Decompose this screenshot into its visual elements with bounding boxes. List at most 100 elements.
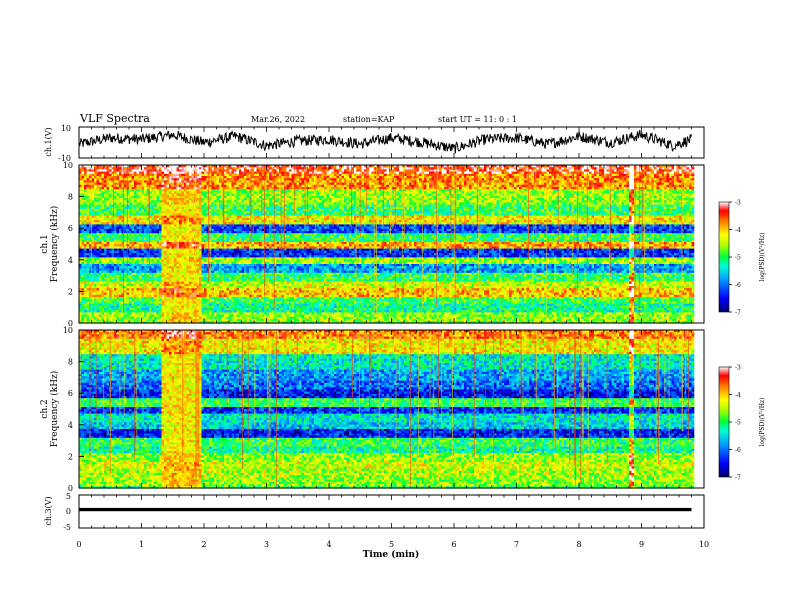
spectrogram-cell xyxy=(529,196,532,199)
spectrogram-cell xyxy=(144,178,147,181)
spectrogram-cell xyxy=(449,176,452,179)
spectrogram-cell xyxy=(657,172,660,175)
spectrogram-cell xyxy=(589,174,592,177)
spectrogram-cell xyxy=(157,194,160,197)
spectrogram-cell xyxy=(597,183,600,186)
spectrogram-cell xyxy=(87,180,90,183)
spectrogram-cell xyxy=(692,198,695,201)
spectrogram-cell xyxy=(134,198,137,201)
spectrogram-cell xyxy=(339,176,342,179)
spectrogram-cell xyxy=(289,194,292,197)
spectrogram-cell xyxy=(202,194,205,197)
spectrogram-cell xyxy=(584,169,587,172)
spectrogram-cell xyxy=(692,172,695,175)
spectrogram-cell xyxy=(432,194,435,197)
spectrogram-cell xyxy=(254,183,257,186)
spectrogram-cell xyxy=(627,174,630,177)
spectrogram-cell xyxy=(397,191,400,194)
spectrogram-cell xyxy=(482,180,485,183)
spectrogram-cell xyxy=(449,172,452,175)
spectrogram-cell xyxy=(172,187,175,190)
spectrogram-cell xyxy=(192,189,195,192)
spectrogram-cell xyxy=(182,183,185,186)
spectrogram-cell xyxy=(499,183,502,186)
spectrogram-cell xyxy=(479,172,482,175)
spectrogram-cell xyxy=(604,174,607,177)
spectrogram-cell xyxy=(419,180,422,183)
spectrogram-cell xyxy=(567,185,570,188)
spectrogram-cell xyxy=(629,167,632,170)
spectrogram-cell xyxy=(134,167,137,170)
spectrogram-cell xyxy=(634,189,637,192)
spectrogram-cell xyxy=(299,196,302,199)
spectrogram-cell xyxy=(419,176,422,179)
spectrogram-cell xyxy=(287,183,290,186)
spectrogram-cell xyxy=(489,189,492,192)
spectrogram-cell xyxy=(292,189,295,192)
spectrogram-cell xyxy=(137,194,140,197)
spectrogram-cell xyxy=(552,172,555,175)
spectrogram-cell xyxy=(604,187,607,190)
spectrogram-cell xyxy=(352,169,355,172)
spectrogram-cell xyxy=(109,176,112,179)
spectrogram-cell xyxy=(152,194,155,197)
spectrogram-cell xyxy=(289,196,292,199)
spectrogram-cell xyxy=(582,198,585,201)
spectrogram-cell xyxy=(107,189,110,192)
spectrogram-cell xyxy=(499,196,502,199)
spectrogram-cell xyxy=(319,191,322,194)
spectrogram-cell xyxy=(357,174,360,177)
spectrogram-cell xyxy=(312,174,315,177)
spectrogram-cell xyxy=(307,187,310,190)
spectrogram-cell xyxy=(129,178,132,181)
spectrogram-cell xyxy=(619,185,622,188)
spectrogram-cell xyxy=(634,174,637,177)
spectrogram-cell xyxy=(129,176,132,179)
spectrogram-cell xyxy=(239,174,242,177)
spectrogram-cell xyxy=(229,189,232,192)
spectrogram-cell xyxy=(647,185,650,188)
spectrogram-cell xyxy=(442,185,445,188)
spectrogram-cell xyxy=(339,178,342,181)
spectrogram-cell xyxy=(117,167,120,170)
spectrogram-cell xyxy=(554,176,557,179)
spectrogram-cell xyxy=(602,174,605,177)
spectrogram-cell xyxy=(139,183,142,186)
spectrogram-cell xyxy=(324,185,327,188)
spectrogram-cell xyxy=(187,172,190,175)
spectrogram-cell xyxy=(299,167,302,170)
spectrogram-cell xyxy=(414,198,417,201)
spectrogram-cell xyxy=(589,198,592,201)
spectrogram-cell xyxy=(227,180,230,183)
spectrogram-cell xyxy=(309,172,312,175)
spectrogram-cell xyxy=(634,191,637,194)
spectrogram-cell xyxy=(612,169,615,172)
spectrogram-cell xyxy=(172,185,175,188)
spectrogram-cell xyxy=(289,185,292,188)
spectrogram-cell xyxy=(134,185,137,188)
spectrogram-cell xyxy=(442,187,445,190)
spectrogram-cell xyxy=(192,191,195,194)
spectrogram-cell xyxy=(542,198,545,201)
spectrogram-cell xyxy=(634,198,637,201)
spectrogram-cell xyxy=(367,194,370,197)
spectrogram-cell xyxy=(267,178,270,181)
spectrogram-cell xyxy=(567,176,570,179)
spectrogram-cell xyxy=(552,189,555,192)
spectrogram-cell xyxy=(579,183,582,186)
spectrogram-cell xyxy=(287,172,290,175)
spectrogram-cell xyxy=(137,183,140,186)
spectrogram-cell xyxy=(239,172,242,175)
spectrogram-cell xyxy=(664,169,667,172)
spectrogram-cell xyxy=(92,200,95,203)
spectrogram-cell xyxy=(689,174,692,177)
spectrogram-cell xyxy=(107,176,110,179)
spectrogram-cell xyxy=(229,187,232,190)
spectrogram-cell xyxy=(87,174,90,177)
spectrogram-cell xyxy=(299,180,302,183)
spectrogram-cell xyxy=(299,174,302,177)
spectrogram-cell xyxy=(397,172,400,175)
spectrogram-cell xyxy=(424,174,427,177)
spectrogram-cell xyxy=(114,172,117,175)
spectrogram-cell xyxy=(337,183,340,186)
